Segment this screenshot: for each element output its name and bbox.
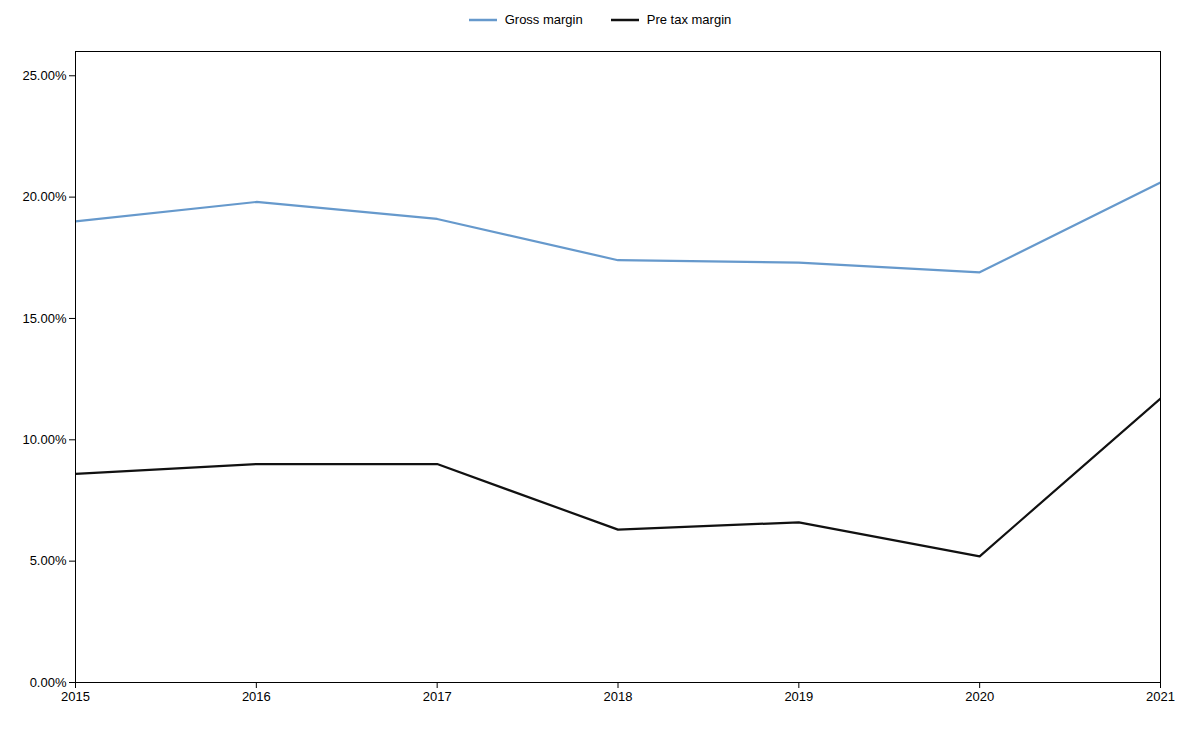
svg-text:2017: 2017 xyxy=(423,689,452,704)
svg-text:2016: 2016 xyxy=(242,689,271,704)
svg-text:2018: 2018 xyxy=(604,689,633,704)
svg-text:15.00%: 15.00% xyxy=(22,311,67,326)
html-text:Gross margin: Gross margin xyxy=(504,12,583,27)
svg-text:2021: 2021 xyxy=(1146,689,1175,704)
html-text:Pre tax margin: Pre tax margin xyxy=(646,12,732,27)
svg-text:2015: 2015 xyxy=(61,689,90,704)
svg-text:20.00%: 20.00% xyxy=(22,189,67,204)
svg-text:5.00%: 5.00% xyxy=(30,553,67,568)
svg-text:0.00%: 0.00% xyxy=(30,675,67,690)
svg-text:2020: 2020 xyxy=(965,689,994,704)
svg-text:2019: 2019 xyxy=(784,689,813,704)
svg-text:25.00%: 25.00% xyxy=(22,68,67,83)
svg-text:10.00%: 10.00% xyxy=(22,432,67,447)
